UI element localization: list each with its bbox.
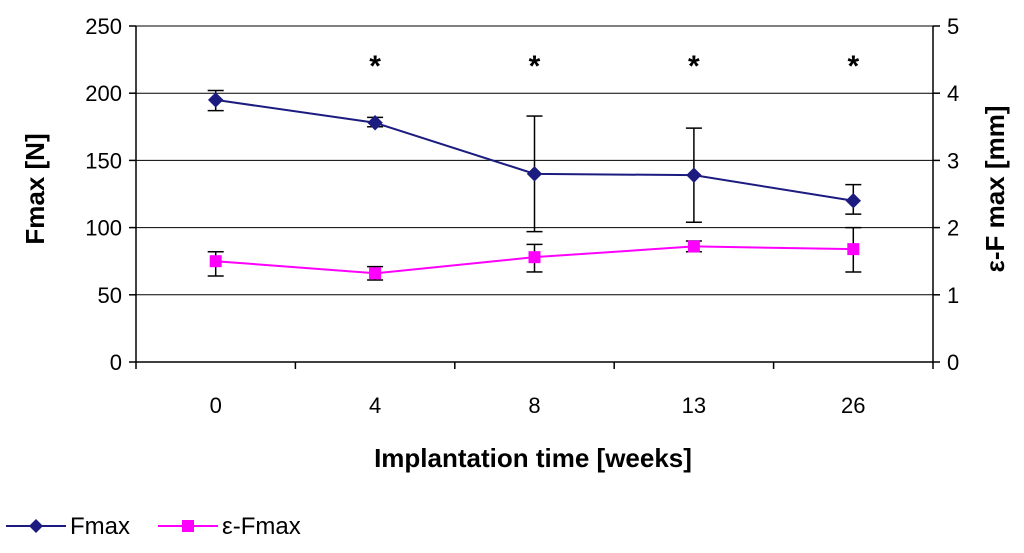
significance-annotations: * * * * xyxy=(369,50,859,83)
fmax-point xyxy=(526,166,543,182)
y-tick-label: 0 xyxy=(110,350,122,375)
fmax-point xyxy=(367,115,383,131)
eps-fmax-point xyxy=(847,243,860,256)
eps-fmax-point xyxy=(528,251,541,264)
y-axis-title: Fmax [N] xyxy=(20,133,50,244)
x-tick-label: 8 xyxy=(528,393,540,418)
y2-axis-title: ε-F max [mm] xyxy=(980,106,1010,273)
legend-item-eps-fmax: ε-Fmax xyxy=(158,513,301,540)
legend-label: ε-Fmax xyxy=(222,513,301,540)
y2-tick-label: 2 xyxy=(947,216,959,241)
legend-swatch-marker xyxy=(29,519,43,533)
y2-tick-label: 0 xyxy=(947,350,959,375)
eps-fmax-point xyxy=(369,267,382,280)
x-tick-label: 4 xyxy=(369,393,381,418)
y-tick-label: 200 xyxy=(85,81,122,106)
legend-swatch-marker xyxy=(182,520,194,532)
significance-star: * xyxy=(688,50,700,83)
x-tick-label: 13 xyxy=(682,393,706,418)
y2-tick-label: 5 xyxy=(947,14,959,39)
y-tick-label: 100 xyxy=(85,216,122,241)
y-tick-label: 50 xyxy=(98,283,122,308)
significance-star: * xyxy=(847,50,859,83)
fmax-point xyxy=(207,92,224,108)
eps-fmax-point xyxy=(687,240,700,253)
significance-star: * xyxy=(529,50,541,83)
significance-star: * xyxy=(369,50,381,83)
legend-label: Fmax xyxy=(70,513,130,540)
x-tick-label: 26 xyxy=(841,393,865,418)
fmax-point xyxy=(686,167,702,183)
fmax-point xyxy=(845,193,862,209)
y2-tick-label: 1 xyxy=(947,283,959,308)
y2-tick-label: 4 xyxy=(947,81,959,106)
legend-item-fmax: Fmax xyxy=(6,513,130,540)
eps-fmax-point xyxy=(209,255,222,268)
y2-tick-label: 3 xyxy=(947,148,959,173)
y-tick-label: 150 xyxy=(85,148,122,173)
axes xyxy=(129,25,940,369)
series-markers xyxy=(207,92,862,280)
x-tick-label: 0 xyxy=(210,393,222,418)
legend: Fmax ε-Fmax xyxy=(6,513,301,540)
x-axis-title: Implantation time [weeks] xyxy=(374,443,692,473)
y-tick-label: 250 xyxy=(85,14,122,39)
